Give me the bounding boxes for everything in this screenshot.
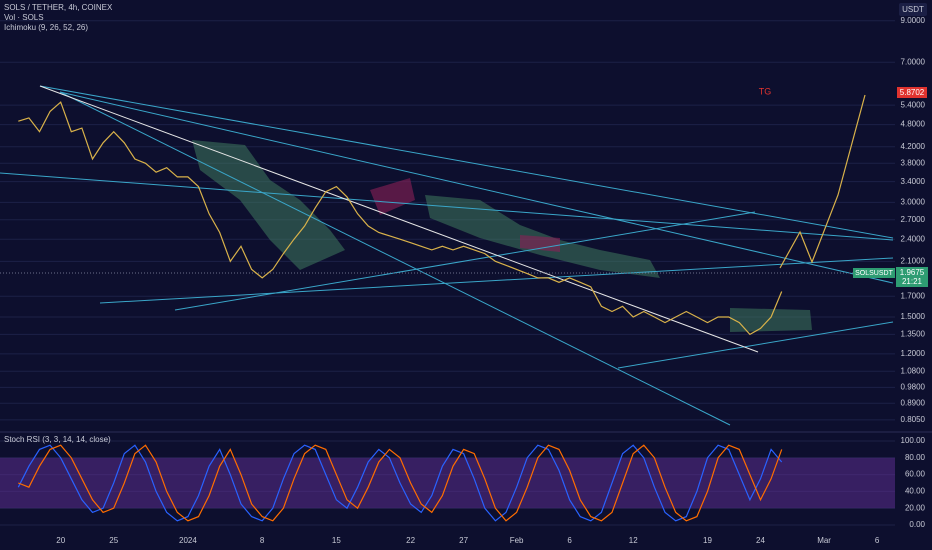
y-tick-label: 0.00 — [909, 520, 925, 529]
x-tick-label: 2024 — [179, 536, 197, 545]
countdown: 21:21 — [902, 277, 923, 286]
x-tick-label: 25 — [109, 536, 118, 545]
y-tick-label: 4.2000 — [901, 142, 926, 151]
y-tick-label: 1.2000 — [901, 349, 926, 358]
y-tick-label: 1.7000 — [901, 291, 926, 300]
x-tick-label: 22 — [406, 536, 415, 545]
y-tick-label: 2.1000 — [901, 256, 926, 265]
currency-badge — [899, 3, 927, 16]
price-badge — [896, 267, 928, 287]
x-tick-label: 27 — [459, 536, 468, 545]
x-tick-label: Feb — [510, 536, 524, 545]
y-tick-label: 7.0000 — [901, 57, 926, 66]
volume-label: Vol · SOLS — [4, 13, 44, 22]
cloud — [192, 140, 812, 332]
trend-lines — [0, 85, 894, 426]
x-tick-label: 6 — [567, 536, 572, 545]
y-tick-label: 2.4000 — [901, 234, 926, 243]
y-tick-label: 40.00 — [905, 487, 926, 496]
x-tick-label: 12 — [629, 536, 638, 545]
y-tick-label: 4.8000 — [901, 120, 926, 129]
last-price: 1.9675 — [900, 268, 925, 277]
x-tick-label: 8 — [260, 536, 265, 545]
y-tick-label: 3.0000 — [901, 197, 926, 206]
x-tick-label: Mar — [817, 536, 831, 545]
y-tick-label: 0.8900 — [901, 398, 926, 407]
y-tick-label: 3.4000 — [901, 177, 926, 186]
y-tick-label: 2.7000 — [901, 215, 926, 224]
symbol: SOLS / TETHER, 4h, COINEX — [4, 3, 113, 12]
series-line — [17, 444, 783, 522]
y-tick-label: 0.8050 — [901, 415, 926, 424]
series-line — [18, 101, 783, 336]
x-tick-label: 6 — [875, 536, 880, 545]
target-price: 5.8702 — [900, 88, 925, 97]
stoch-title: Stoch RSI (3, 3, 14, 14, close) — [4, 435, 111, 444]
series-line — [18, 444, 783, 522]
annotation: TG — [759, 86, 772, 96]
y-tick-label: 80.00 — [905, 453, 926, 462]
y-tick-label: 9.0000 — [901, 16, 926, 25]
x-tick-label: 20 — [56, 536, 65, 545]
x-tick-label: 19 — [703, 536, 712, 545]
target-badge — [897, 87, 927, 98]
y-tick-label: 1.5000 — [901, 312, 926, 321]
y-tick-label: 1.0800 — [901, 366, 926, 375]
ticker: SOLSUSDT — [855, 270, 893, 277]
y-tick-label: 20.00 — [905, 503, 926, 512]
y-tick-label: 1.3500 — [901, 329, 926, 338]
x-tick-label: 15 — [332, 536, 341, 545]
indicator-label: Ichimoku (9, 26, 52, 26) — [4, 23, 88, 32]
y-tick-label: 100.00 — [901, 436, 926, 445]
currency: USDT — [902, 5, 924, 14]
x-tick-label: 24 — [756, 536, 765, 545]
ticker-badge — [853, 268, 895, 278]
y-tick-label: 60.00 — [905, 470, 926, 479]
y-tick-label: 0.9800 — [901, 382, 926, 391]
y-tick-label: 5.4000 — [901, 100, 926, 109]
y-tick-label: 3.8000 — [901, 158, 926, 167]
